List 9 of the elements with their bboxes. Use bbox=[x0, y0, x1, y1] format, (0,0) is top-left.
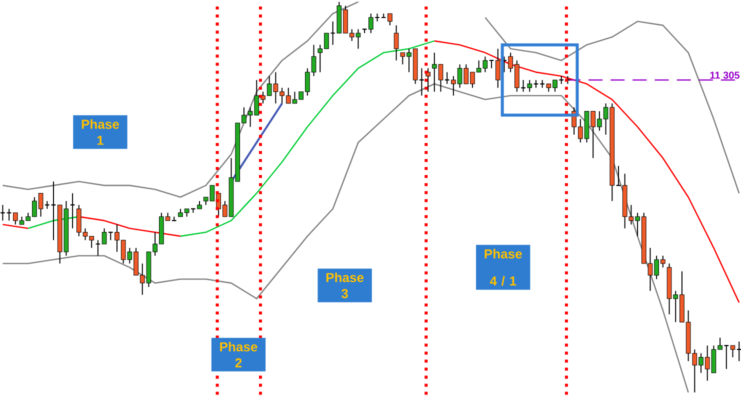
annotation: Phase 2 bbox=[220, 342, 258, 368]
candlestick bbox=[394, 24, 399, 61]
candlestick bbox=[426, 68, 430, 92]
annotation: Phase 3 bbox=[326, 272, 364, 298]
text: Phase 4 / 1 bbox=[484, 248, 522, 286]
annotation: Phase 1 bbox=[82, 119, 119, 145]
annotation: 11 305 bbox=[710, 72, 740, 79]
candlestick bbox=[730, 344, 736, 358]
candlestick bbox=[495, 48, 500, 88]
